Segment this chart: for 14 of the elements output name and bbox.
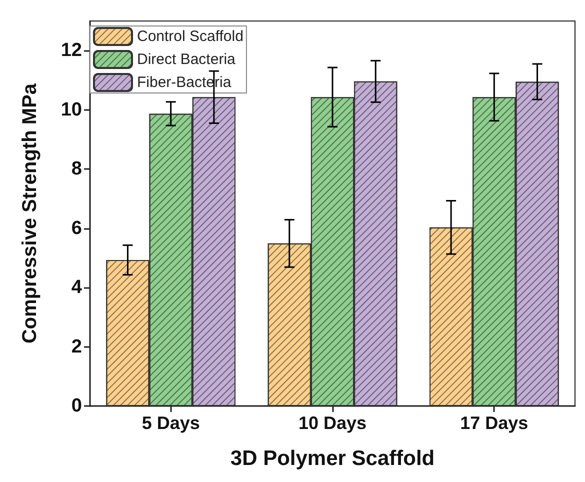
y-axis-title: Compressive Strength MPa xyxy=(19,82,41,344)
x-tick-label: 10 Days xyxy=(298,413,367,433)
legend-label: Direct Bacteria xyxy=(137,51,236,68)
x-tick-label: 5 Days xyxy=(142,413,200,433)
x-axis-title: 3D Polymer Scaffold xyxy=(230,447,435,470)
x-tick-label: 17 Days xyxy=(460,413,528,433)
y-tick-label: 10 xyxy=(60,99,82,120)
legend-label: Control Scaffold xyxy=(137,28,244,45)
y-tick-label: 8 xyxy=(71,158,82,180)
y-tick-label: 4 xyxy=(71,277,82,298)
y-tick-label: 6 xyxy=(71,218,82,239)
y-tick-label: 2 xyxy=(71,336,82,358)
y-tick-label: 12 xyxy=(60,40,82,62)
y-tick-label: 0 xyxy=(71,396,82,416)
